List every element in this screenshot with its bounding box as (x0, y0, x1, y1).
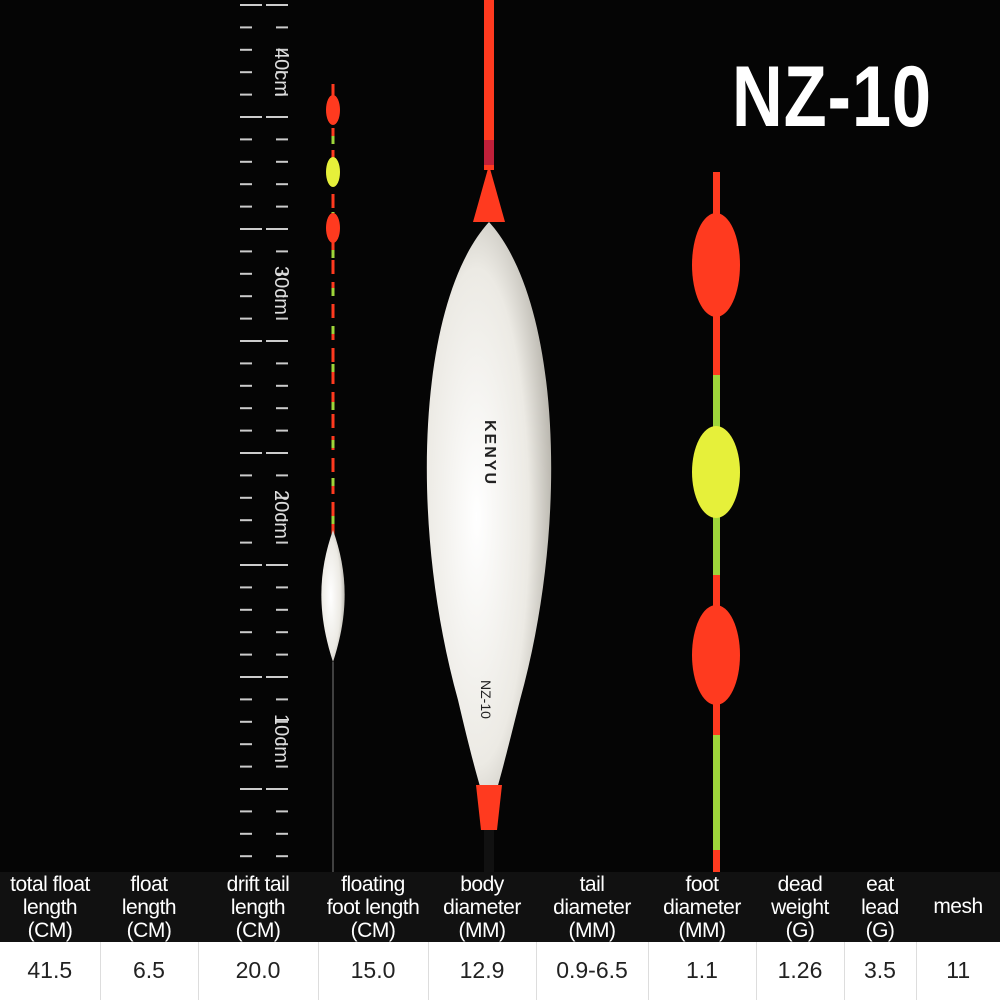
spec-header-row: total float length (CM) float length (CM) drif… (0, 872, 1000, 942)
spec-value: 11 (915, 941, 1000, 1000)
spec-value: 15.0 (317, 941, 428, 1000)
spec-header-line: length (121, 895, 177, 919)
spec-header: mesh (916, 872, 1000, 942)
spec-value: 1.1 (647, 941, 756, 1000)
spec-header-line: length (230, 895, 286, 919)
ruler-label-30: 30cm (270, 266, 292, 315)
spec-header-line: (CM) (235, 918, 281, 942)
spec-header: dead weight (G) (756, 872, 844, 942)
spec-table: total float length (CM) float length (CM) drif… (0, 872, 1000, 1000)
spec-header-line: (MM) (458, 918, 506, 942)
spec-header-line: foot length (326, 895, 420, 919)
spec-header-line: lead (861, 895, 899, 919)
spec-header-line: length (22, 895, 78, 919)
spec-header-line: diameter (553, 895, 631, 919)
spec-value: 12.9 (427, 941, 536, 1000)
spec-header-line: diameter (443, 895, 521, 919)
spec-header-line: mesh (933, 895, 983, 919)
tail-closeup (692, 172, 740, 872)
spec-header-line: (CM) (126, 918, 172, 942)
spec-header-line: (MM) (568, 918, 616, 942)
spec-header: eat lead (G) (844, 872, 916, 942)
spec-value: 20.0 (197, 941, 318, 1000)
brand-print: KENYU (481, 420, 498, 487)
float-illustration (240, 0, 740, 872)
spec-header-line: body (460, 872, 504, 896)
large-float (426, 0, 552, 872)
spec-value: 3.5 (843, 941, 916, 1000)
ruler (240, 4, 288, 858)
spec-header-line: drift tail (226, 872, 290, 896)
spec-header-line: (G) (785, 918, 815, 942)
spec-header-line: (CM) (350, 918, 396, 942)
spec-header-line: weight (771, 895, 829, 919)
spec-header-line: total float (10, 872, 90, 896)
spec-header: tail diameter (MM) (536, 872, 648, 942)
ruler-label-40: 40cm (270, 48, 292, 97)
spec-value: 6.5 (99, 941, 198, 1000)
model-print: NZ-10 (478, 680, 494, 719)
spec-header-line: tail (579, 872, 605, 896)
spec-header-line: floating (341, 872, 405, 896)
spec-header-line: dead (777, 872, 823, 896)
spec-header-line: (CM) (27, 918, 73, 942)
small-float (321, 84, 345, 872)
product-photo: 40cm 30cm 20cm 10cm KENYU NZ-10 NZ-10 (240, 0, 932, 872)
spec-header-line: diameter (663, 895, 741, 919)
spec-value: 1.26 (755, 941, 844, 1000)
spec-value-row: 41.5 6.5 20.0 15.0 12.9 0.9-6.5 1.1 1.26 3.5 11 (0, 941, 1000, 1000)
spec-value: 0.9-6.5 (535, 941, 648, 1000)
spec-header: floating foot length (CM) (318, 872, 428, 942)
spec-header-line: (G) (865, 918, 895, 942)
spec-header-line: eat (866, 872, 894, 896)
spec-header: drift tail length (CM) (198, 872, 318, 942)
spec-header: float length (CM) (100, 872, 198, 942)
spec-header-line: float (130, 872, 168, 896)
spec-header-line: foot (685, 872, 719, 896)
spec-header: total float length (CM) (0, 872, 100, 942)
spec-header: foot diameter (MM) (648, 872, 756, 942)
model-title: NZ-10 (731, 49, 932, 145)
spec-value: 41.5 (0, 941, 100, 1000)
ruler-label-20: 20cm (270, 490, 292, 539)
spec-header: body diameter (MM) (428, 872, 536, 942)
ruler-label-10: 10cm (270, 714, 292, 763)
spec-header-line: (MM) (678, 918, 726, 942)
